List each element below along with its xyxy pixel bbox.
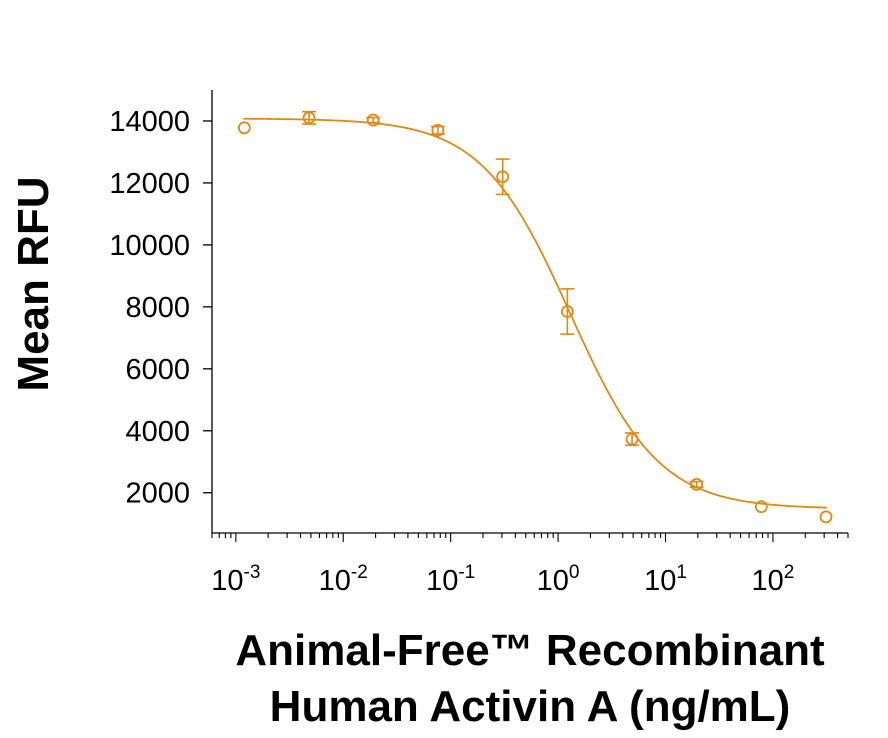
data-point [819,510,833,524]
x-axis-title-line-2: Human Activin A (ng/mL) [270,682,791,731]
x-axis-title-line-1: Animal-Free™ Recombinant [235,626,825,675]
data-point [302,111,316,125]
axes [211,90,848,534]
x-axis-ticks: 10-3 10-2 10-1 100 101 102 [211,533,849,597]
data-point [496,170,510,184]
y-tick-label: 6000 [125,354,190,386]
x-tick-label: 101 [644,562,687,597]
y-tick-label: 12000 [109,168,190,200]
x-tick-label: 100 [537,562,580,597]
x-tick-label: 10-2 [319,562,368,597]
y-axis-ticks: 2000 4000 6000 8000 10000 12000 14000 [109,106,212,510]
fit-curve-group [243,117,827,509]
y-axis-title: Mean RFU [9,176,58,391]
y-tick-label: 8000 [125,292,190,324]
fit-curve [243,117,827,509]
data-point [366,113,380,127]
y-tick-label: 14000 [109,106,190,138]
data-point [754,500,768,514]
x-tick-label: 10-1 [426,562,475,597]
data-point [431,123,445,137]
y-tick-label: 2000 [125,478,190,510]
data-point [237,121,251,135]
data-point [560,305,574,318]
x-tick-label: 10-3 [211,562,260,597]
data-point [625,432,639,446]
x-tick-label: 102 [751,562,794,597]
data-points [237,110,833,524]
y-tick-label: 4000 [125,416,190,448]
y-tick-label: 10000 [109,230,190,262]
data-point [690,477,704,491]
